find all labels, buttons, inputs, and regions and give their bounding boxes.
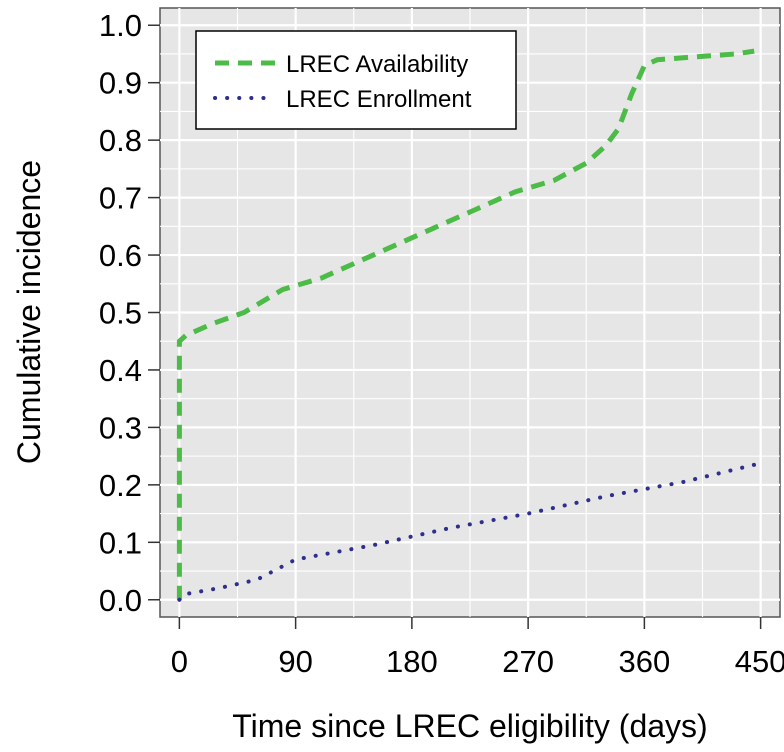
series-line-availability: [176, 48, 755, 600]
x-tick-label: 360: [619, 644, 671, 679]
y-tick-label: 0.1: [99, 525, 142, 560]
y-tick-label: 0.7: [99, 181, 142, 216]
y-tick-label: 0.2: [99, 468, 142, 503]
data-series: [176, 48, 757, 602]
y-tick-label: 0.5: [99, 296, 142, 331]
legend-label-enrollment: LREC Enrollment: [286, 86, 472, 113]
y-tick-label: 0.6: [99, 238, 142, 273]
grid-lines: [160, 8, 780, 617]
x-axis-title: Time since LREC eligibility (days): [232, 708, 707, 744]
x-tick-label: 270: [502, 644, 554, 679]
axis-tick-labels: 0 90 180 270 360 450 0.0 0.1 0.2 0.3 0.4 0.5 0.6 0.7 0…: [99, 8, 784, 679]
x-tick-label: 0: [171, 644, 188, 679]
y-tick-label: 0.9: [99, 66, 142, 101]
y-tick-label: 0.8: [99, 123, 142, 158]
legend-box: [195, 30, 517, 130]
axis-ticks: [148, 24, 762, 629]
y-tick-label: 1.0: [99, 8, 142, 43]
x-tick-label: 180: [386, 644, 438, 679]
x-tick-label: 90: [278, 644, 312, 679]
y-tick-label: 0.0: [99, 583, 142, 618]
y-tick-label: 0.3: [99, 410, 142, 445]
legend-label-availability: LREC Availability: [286, 51, 468, 78]
legend: LREC Availability LREC Enrollment: [195, 30, 517, 130]
x-tick-label: 450: [735, 644, 784, 679]
y-tick-label: 0.4: [99, 353, 142, 388]
y-axis-title: Cumulative incidence: [11, 160, 47, 464]
